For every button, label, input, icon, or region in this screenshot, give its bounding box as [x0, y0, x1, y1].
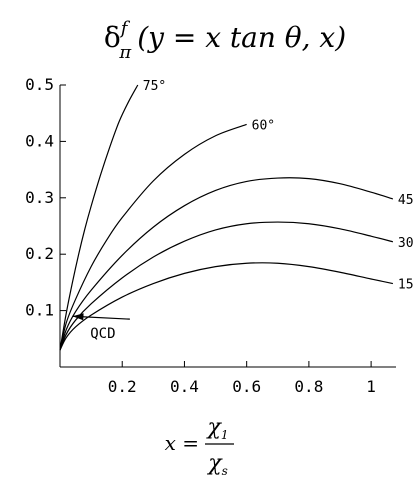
y-tick-label: 0.3 — [25, 188, 54, 207]
series-curves — [59, 84, 394, 351]
y-tick-label: 0.5 — [25, 75, 54, 94]
x-label-denominator: χs — [206, 451, 228, 478]
x-label-numerator: χ1 — [206, 415, 229, 442]
x-tick-label: 0.2 — [108, 377, 137, 396]
title-arguments: (y = x tan θ, x) — [137, 21, 346, 54]
chart-title: δf π (y = x tan θ, x) — [104, 18, 346, 63]
x-axis-ticks: 0.2 0.4 0.6 0.8 1 — [108, 361, 376, 396]
series-labels: 15° 30° 45° 60° 75° — [143, 79, 414, 293]
series-label: 30° — [398, 236, 414, 251]
y-tick-label: 0.2 — [25, 244, 54, 263]
y-axis-ticks: 0.1 0.2 0.3 0.4 0.5 — [25, 75, 66, 320]
x-axis-label: x = χ1 χs — [165, 415, 234, 478]
annotation-arrow-head — [72, 313, 84, 321]
x-tick-label: 0.8 — [294, 377, 323, 396]
series-line-5 — [59, 84, 139, 351]
title-superscript: f — [119, 18, 131, 39]
title-delta: δ — [104, 21, 121, 54]
annotation-label: QCD — [90, 326, 115, 342]
series-line-2 — [59, 221, 394, 351]
annotations: QCD — [72, 313, 130, 342]
title-subscript: π — [118, 42, 132, 63]
series-line-3 — [59, 177, 394, 351]
x-tick-label: 0.6 — [232, 377, 261, 396]
series-label: 75° — [143, 79, 166, 94]
series-line-1 — [59, 262, 394, 351]
series-label: 60° — [252, 118, 275, 133]
y-tick-label: 0.4 — [25, 131, 54, 150]
y-tick-label: 0.1 — [25, 301, 54, 320]
series-label: 15° — [398, 278, 414, 293]
x-tick-label: 0.4 — [170, 377, 199, 396]
x-tick-label: 1 — [366, 377, 376, 396]
series-label: 45° — [398, 193, 414, 208]
series-line-4 — [59, 123, 247, 351]
x-label-lhs: x = — [165, 431, 199, 455]
